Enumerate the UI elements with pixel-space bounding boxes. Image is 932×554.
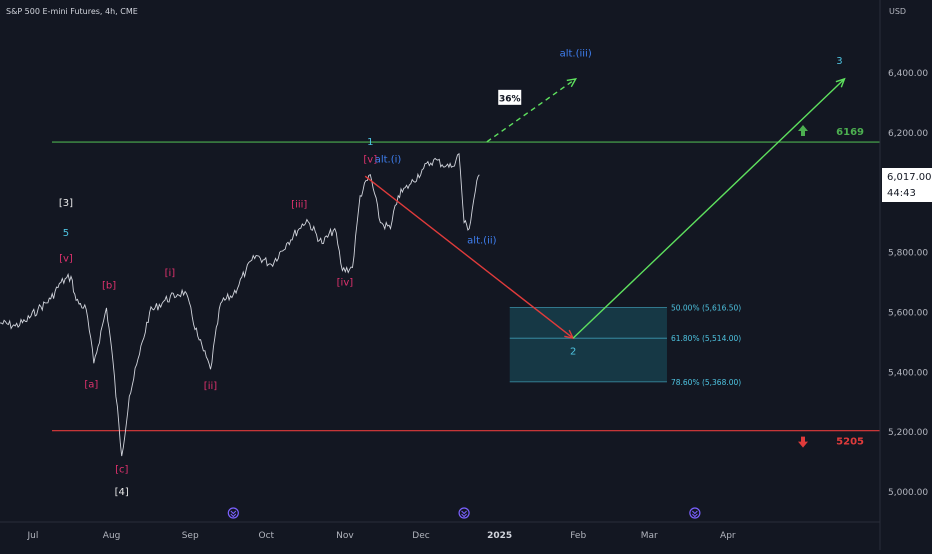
wave-label: [v] <box>59 254 73 265</box>
wave-label: [a] <box>84 379 98 390</box>
price-tick-label: 6,200.00 <box>888 129 928 139</box>
wave-label: 5 <box>63 228 69 239</box>
wave-label: [iii] <box>291 200 307 211</box>
level-lines-layer: 6169 5205 <box>52 125 880 448</box>
annotation-layer: [3]5[v][a][b][c][4][i][ii][iii][iv]1[v]a… <box>59 48 843 498</box>
bar-countdown: 44:43 <box>887 188 916 199</box>
arrow-down-icon <box>798 436 808 448</box>
price-series-line[interactable] <box>0 152 480 457</box>
time-axis[interactable]: Jul Aug Sep Oct Nov Dec 2025 Feb Mar Apr <box>0 507 880 541</box>
projection-arrow-1[interactable] <box>364 175 574 339</box>
last-price-tag: 6,017.00 44:43 <box>882 168 932 202</box>
event-marker-icon[interactable] <box>458 507 470 519</box>
fib-level-label: 61.80% (5,514.00) <box>671 334 741 343</box>
level-label-5205: 5205 <box>836 437 864 448</box>
projection-arrow-2[interactable] <box>572 78 845 339</box>
time-tick-label: Sep <box>182 531 199 541</box>
probability-box <box>497 88 523 106</box>
time-tick-label: Mar <box>641 531 658 541</box>
event-marker-icon[interactable] <box>689 507 701 519</box>
fib-level-label: 50.00% (5,616.50) <box>671 303 741 312</box>
time-tick-label: Oct <box>259 531 275 541</box>
time-tick-label: Apr <box>720 531 736 541</box>
wave-label: [iv] <box>337 277 354 288</box>
time-tick-label: Feb <box>570 531 586 541</box>
fib-zone-layer: 50.00% (5,616.50) 61.80% (5,514.00) 78.60%… <box>509 303 741 387</box>
wave-label: 2 <box>570 346 576 357</box>
wave-label: 3 <box>836 56 842 67</box>
chart-title: S&P 500 E-mini Futures, 4h, CME <box>6 7 138 16</box>
price-tick-label: 5,200.00 <box>888 428 928 438</box>
last-price-value: 6,017.00 <box>887 172 932 183</box>
fib-level-label: 78.60% (5,368.00) <box>671 378 741 387</box>
wave-label: 1 <box>367 137 373 148</box>
time-tick-label: 2025 <box>487 531 512 541</box>
wave-label: [4] <box>115 487 129 498</box>
price-axis[interactable]: 5,000.00 5,200.00 5,400.00 5,600.00 5,800.00… <box>879 0 928 550</box>
price-tick-label: 5,400.00 <box>888 368 928 378</box>
time-tick-label: Aug <box>103 531 121 541</box>
probability-label: 36% <box>499 94 521 104</box>
fib-zone-box[interactable] <box>509 307 667 382</box>
wave-label: [v] <box>363 155 377 166</box>
wave-label: [c] <box>115 465 128 476</box>
last-price-tag-bg <box>882 168 932 202</box>
time-tick-label: Dec <box>412 531 429 541</box>
time-tick-label: Jul <box>27 531 39 541</box>
wave-label: [b] <box>102 280 116 291</box>
arrow-up-icon <box>798 125 808 137</box>
price-layer <box>0 152 480 457</box>
arrow-head-icon <box>564 329 575 340</box>
event-marker-icon[interactable] <box>227 507 239 519</box>
wave-label: [3] <box>59 198 73 209</box>
level-label-6169: 6169 <box>836 127 864 138</box>
projection-arrow-3[interactable] <box>486 78 577 143</box>
wave-label: alt.(iii) <box>560 48 592 59</box>
price-tick-label: 6,400.00 <box>888 69 928 79</box>
arrow-head-icon <box>835 77 846 88</box>
price-tick-label: 5,600.00 <box>888 308 928 318</box>
time-tick-label: Nov <box>336 531 354 541</box>
arrow-head-icon <box>566 77 578 88</box>
price-tick-label: 5,800.00 <box>888 249 928 259</box>
wave-label: [i] <box>165 268 176 279</box>
wave-label: alt.(ii) <box>467 236 496 247</box>
currency-label[interactable]: USD <box>889 7 906 16</box>
projection-layer <box>364 77 846 340</box>
wave-label: alt.(i) <box>375 155 402 166</box>
wave-label: [ii] <box>204 381 217 392</box>
price-tick-label: 5,000.00 <box>888 488 928 498</box>
